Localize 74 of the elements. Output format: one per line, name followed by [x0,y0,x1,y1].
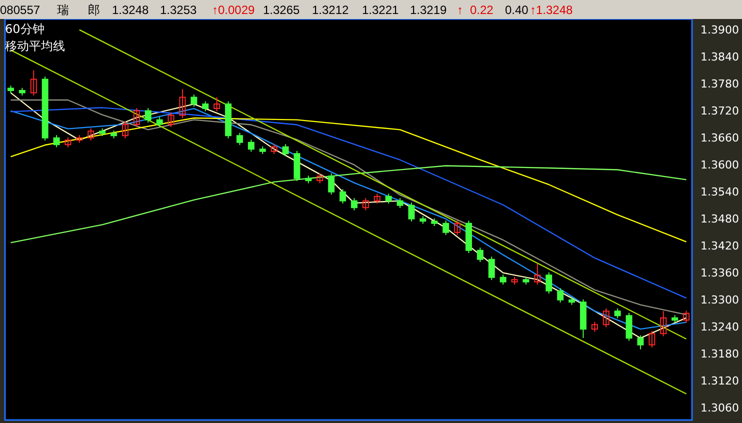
candlestick [214,96,220,112]
text: ↑1.3248 [530,3,574,17]
text: 0.40 [505,3,529,17]
candlestick [454,220,461,236]
candlestick [122,121,128,139]
candlestick [488,256,495,281]
candlestick [156,116,163,128]
candlestick [144,108,152,124]
candlestick [374,193,380,204]
text: 1.3265 [263,3,300,17]
text: 1.3219 [410,3,448,17]
y-tick-label: 1.3780 [700,77,739,90]
text: ↑ [457,3,463,17]
text: 1.3248 [112,3,150,17]
y-tick-label: 1.3180 [700,347,739,360]
candlestick [557,288,564,304]
candlestick [683,310,690,324]
candlestick [648,330,656,348]
candlestick [637,334,644,350]
text: ↑0.0029 [212,3,256,17]
candlestick [442,220,450,236]
text: 郎 [88,3,100,17]
candlestick [385,193,392,204]
candlestick [168,112,174,128]
y-tick-label: 1.3420 [700,239,739,252]
text: 080557 [0,3,40,17]
y-tick-label: 1.3600 [700,158,739,172]
candlestick [133,108,140,128]
candlestick [602,308,610,328]
candlestick [248,139,254,152]
y-tick-label: 1.3360 [700,266,739,280]
y-tick-label: 1.3840 [700,50,739,64]
candlestick [236,132,243,146]
y-tick-label: 1.3660 [700,131,739,144]
candlestick [396,198,404,209]
candlestick [546,272,552,294]
text: 1.3221 [362,3,400,17]
candlestick [190,94,198,108]
y-tick-label: 1.3480 [700,212,739,226]
y-tick-label: 1.3720 [700,104,739,118]
line-series [10,165,687,244]
candlestick [660,310,667,337]
text: 1.3212 [312,3,350,17]
candlestick [202,100,209,112]
y-tick-label: 1.3120 [700,374,739,388]
candlestick [282,144,289,157]
candlestick [350,198,358,211]
candlestick [614,308,621,319]
candlestick [500,274,506,286]
candlestick [476,247,484,263]
candlestick [30,70,37,96]
text: 1.3253 [160,3,198,17]
candlestick [316,172,324,184]
y-tick-label: 1.3900 [700,23,739,36]
candlestick [64,136,72,148]
text: 瑞 [57,3,69,17]
y-tick-label: 1.3540 [700,185,739,198]
candlestick [179,88,186,119]
candlestick [591,321,598,332]
y-tick-label: 1.3300 [700,293,739,306]
candlestick [340,188,346,204]
candlestick [626,312,632,342]
text: 0.22 [470,3,494,17]
candlestick [362,198,369,211]
annotation: 60分钟 [5,22,44,36]
candlestick [53,134,60,148]
candlestick [408,202,415,222]
candlestick [328,172,335,196]
y-tick-label: 1.3240 [700,320,739,334]
line-series [10,117,687,242]
y-tick-label: 1.3060 [700,401,739,414]
candlestick [270,144,278,155]
candlestick [88,128,94,142]
candlestick [534,263,541,286]
